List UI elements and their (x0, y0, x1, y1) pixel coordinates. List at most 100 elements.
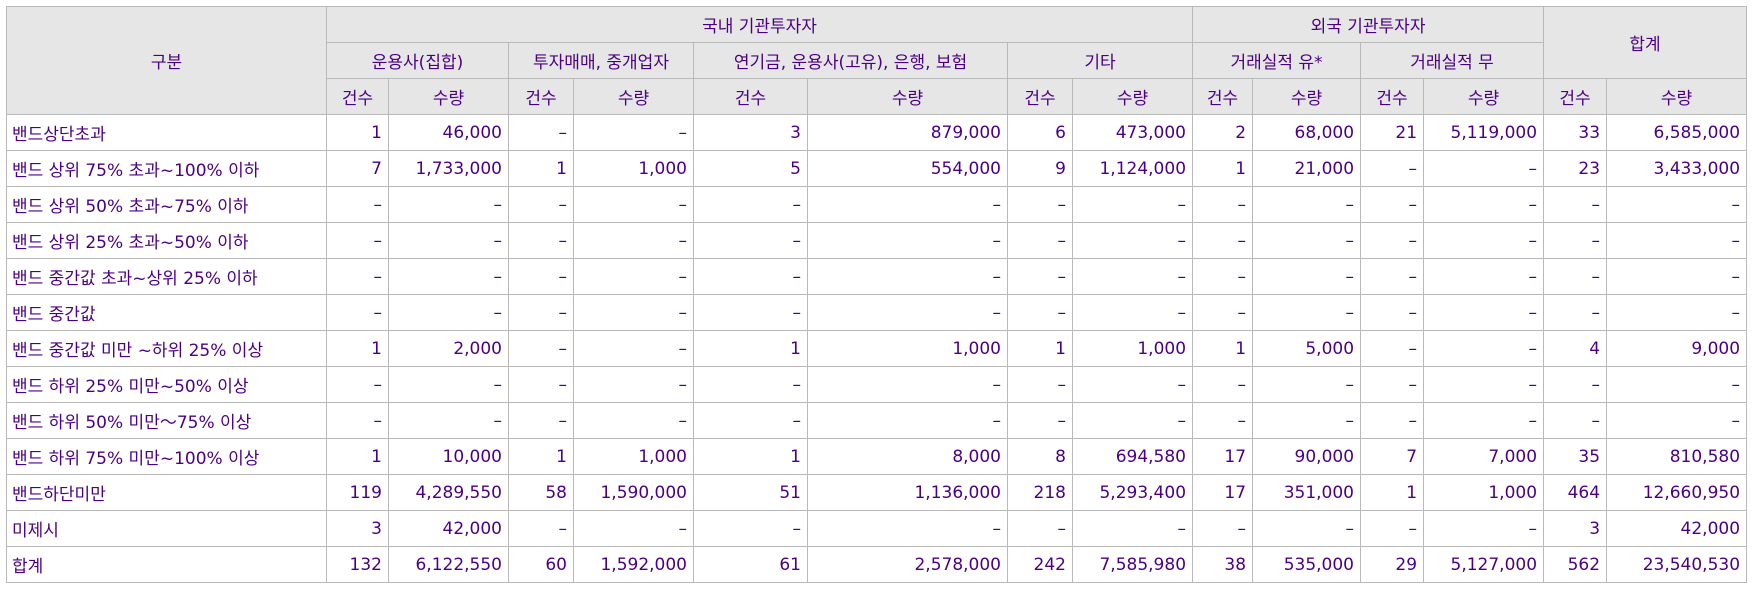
count-cell: 132 (326, 546, 389, 583)
count-cell: – (508, 366, 574, 403)
quantity-cell: 5,127,000 (1423, 546, 1545, 583)
quantity-header: 수량 (573, 78, 694, 115)
row-label: 밴드 상위 25% 초과~50% 이하 (6, 222, 327, 259)
count-cell: – (1543, 258, 1608, 295)
table-row: 밴드하단미만 119 4,289,550 58 1,590,000 51 1,136,000… (6, 474, 1748, 511)
quantity-cell: – (1606, 222, 1748, 259)
count-header: 건수 (1192, 78, 1254, 115)
count-cell: 38 (1192, 546, 1254, 583)
quantity-header: 수량 (807, 78, 1008, 115)
count-cell: 3 (693, 114, 808, 151)
count-cell: 2 (1192, 114, 1254, 151)
count-cell: – (1360, 366, 1425, 403)
count-cell: 562 (1543, 546, 1608, 583)
table-row: 밴드 중간값 – – – – – – – – – – – – – – (6, 294, 1748, 331)
count-cell: 119 (326, 474, 389, 511)
quantity-cell: 1,592,000 (573, 546, 694, 583)
count-cell: 464 (1543, 474, 1608, 511)
quantity-cell: 3,433,000 (1606, 150, 1748, 187)
count-cell: 58 (508, 474, 574, 511)
foreign-institution-header: 외국 기관투자자 (1192, 6, 1545, 43)
quantity-cell: – (573, 402, 694, 439)
quantity-cell: – (388, 222, 509, 259)
count-cell: – (1007, 186, 1073, 223)
count-cell: 7 (1360, 438, 1425, 475)
quantity-cell: 68,000 (1252, 114, 1362, 151)
count-cell: – (1192, 186, 1254, 223)
table-row: 밴드 하위 25% 미만~50% 이상 – – – – – – – – – – – – – – (6, 366, 1748, 403)
institutional-demand-table: 구분 국내 기관투자자 외국 기관투자자 합계 운용사(집합) 투자매매, 중개… (6, 6, 1748, 583)
quantity-cell: – (573, 258, 694, 295)
quantity-cell: – (1423, 294, 1545, 331)
row-label: 밴드 하위 75% 미만~100% 이상 (6, 438, 327, 475)
table-row: 밴드 중간값 초과~상위 25% 이하 – – – – – – – – – – – – – – (6, 258, 1748, 295)
quantity-cell: – (573, 114, 694, 151)
quantity-cell: – (1071, 258, 1194, 295)
header-row-2: 운용사(집합) 투자매매, 중개업자 연기금, 운용사(고유), 은행, 보험 … (7, 42, 1747, 79)
count-cell: – (508, 294, 574, 331)
quantity-cell: – (573, 330, 694, 367)
quantity-cell: – (388, 258, 509, 295)
subheader-pension-bank-insurance: 연기금, 운용사(고유), 은행, 보험 (693, 42, 1008, 79)
count-cell: – (1192, 294, 1254, 331)
count-cell: 17 (1192, 474, 1254, 511)
table-row: 밴드 하위 50% 미만～75% 이상 – – – – – – – – – – – – – – (6, 402, 1748, 439)
row-label: 밴드상단초과 (6, 114, 327, 151)
count-cell: 35 (1543, 438, 1608, 475)
row-label: 밴드 상위 75% 초과~100% 이하 (6, 150, 327, 187)
quantity-header: 수량 (1071, 78, 1194, 115)
table-header: 구분 국내 기관투자자 외국 기관투자자 합계 운용사(집합) 투자매매, 중개… (6, 6, 1748, 115)
count-cell: 242 (1007, 546, 1073, 583)
quantity-cell: – (1423, 402, 1545, 439)
quantity-cell: – (1252, 258, 1362, 295)
count-cell: 3 (326, 510, 389, 547)
quantity-cell: – (1071, 402, 1194, 439)
count-header: 건수 (1543, 78, 1608, 115)
quantity-header: 수량 (1423, 78, 1545, 115)
quantity-cell: 1,000 (1423, 474, 1545, 511)
count-cell: 218 (1007, 474, 1073, 511)
count-cell: 1 (693, 438, 808, 475)
quantity-cell: – (1423, 510, 1545, 547)
quantity-cell: 12,660,950 (1606, 474, 1748, 511)
table-row: 밴드 상위 25% 초과~50% 이하 – – – – – – – – – – – – – – (6, 222, 1748, 259)
quantity-cell: – (1071, 366, 1194, 403)
quantity-cell: 21,000 (1252, 150, 1362, 187)
quantity-cell: – (1606, 402, 1748, 439)
count-header: 건수 (1007, 78, 1073, 115)
quantity-cell: – (1606, 186, 1748, 223)
count-cell: 4 (1543, 330, 1608, 367)
count-cell: – (1543, 294, 1608, 331)
quantity-cell: 6,585,000 (1606, 114, 1748, 151)
count-cell: – (693, 258, 808, 295)
count-cell: 5 (693, 150, 808, 187)
table-row: 밴드 중간값 미만 ~하위 25% 이상 1 2,000– –1 1,000 1 1,000… (6, 330, 1748, 367)
count-cell: – (693, 294, 808, 331)
subheader-investment-broker: 투자매매, 중개업자 (508, 42, 694, 79)
count-cell: – (1360, 186, 1425, 223)
quantity-cell: – (1071, 510, 1194, 547)
quantity-cell: – (1423, 150, 1545, 187)
count-cell: 3 (1543, 510, 1608, 547)
table-row: 밴드상단초과 1 46,000– –3 879,000 6 473,000 2 68,000 21… (6, 114, 1748, 151)
quantity-cell: 1,000 (573, 438, 694, 475)
quantity-cell: 7,585,980 (1071, 546, 1194, 583)
count-cell: 1 (1360, 474, 1425, 511)
count-cell: 29 (1360, 546, 1425, 583)
row-label: 밴드 하위 50% 미만～75% 이상 (6, 402, 327, 439)
count-cell: – (693, 222, 808, 259)
table-row: 합계 132 6,122,550 60 1,592,000 61 2,578,000 242 7… (6, 546, 1748, 583)
count-cell: – (1007, 402, 1073, 439)
quantity-cell: 1,733,000 (388, 150, 509, 187)
count-cell: – (693, 510, 808, 547)
quantity-cell: – (1252, 186, 1362, 223)
quantity-cell: 5,000 (1252, 330, 1362, 367)
table-body: 밴드상단초과 1 46,000– –3 879,000 6 473,000 2 68,000 21… (6, 114, 1748, 583)
quantity-cell: 554,000 (807, 150, 1008, 187)
quantity-cell: – (573, 366, 694, 403)
quantity-header: 수량 (1606, 78, 1748, 115)
count-cell: – (1543, 366, 1608, 403)
row-label: 밴드 중간값 미만 ~하위 25% 이상 (6, 330, 327, 367)
count-cell: – (326, 186, 389, 223)
